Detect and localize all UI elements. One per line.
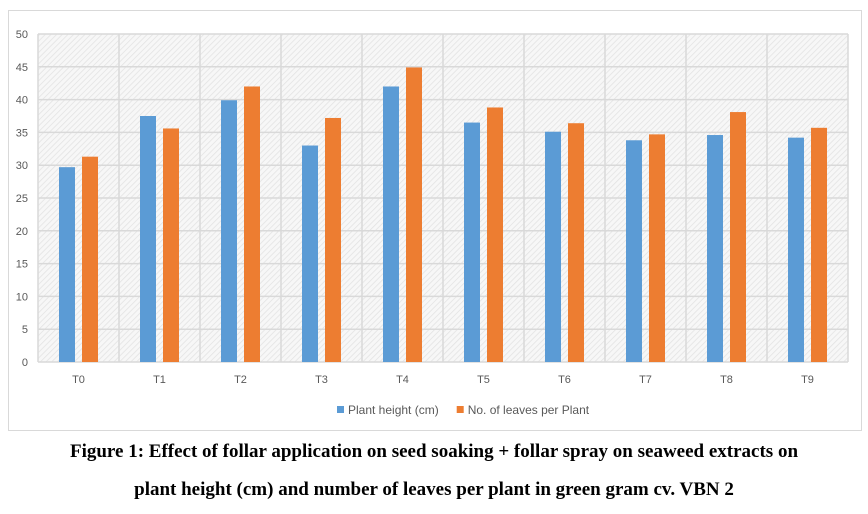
bar-leaves-T9 (811, 127, 827, 362)
bar-plant-height-T9 (788, 137, 804, 362)
x-tick-label: T5 (477, 374, 490, 386)
figure-caption-line-1: Figure 1: Effect of follar application o… (69, 441, 799, 462)
x-tick-label: T2 (234, 374, 247, 386)
x-tick-label: T3 (315, 374, 328, 386)
bar-plant-height-T1 (140, 116, 156, 362)
legend-swatch (337, 406, 344, 413)
y-tick-label: 25 (16, 193, 28, 205)
bar-leaves-T2 (244, 86, 260, 362)
bar-leaves-T7 (649, 134, 665, 362)
bar-plant-height-T3 (302, 145, 318, 362)
bar-plant-height-T6 (545, 131, 561, 362)
y-tick-label: 5 (22, 324, 28, 336)
y-tick-label: 40 (16, 95, 28, 107)
figure-caption-line-2: plant height (cm) and number of leaves p… (134, 479, 734, 500)
bar-plant-height-T5 (464, 122, 480, 362)
x-tick-label: T6 (558, 374, 571, 386)
bar-leaves-T3 (325, 117, 341, 362)
y-tick-label: 10 (16, 291, 28, 303)
bar-leaves-T5 (487, 107, 503, 362)
x-tick-label: T9 (801, 374, 814, 386)
legend-swatch (456, 406, 464, 413)
bar-plant-height-T0 (59, 167, 75, 362)
bar-plant-height-T7 (626, 140, 642, 362)
y-tick-label: 50 (16, 29, 28, 41)
legend-label: No. of leaves per Plant (468, 403, 590, 417)
bar-plant-height-T4 (383, 86, 399, 362)
x-tick-label: T1 (153, 374, 166, 386)
bar-plant-height-T2 (221, 100, 237, 363)
y-tick-label: 30 (16, 160, 28, 172)
y-tick-label: 35 (16, 127, 28, 139)
legend-label: Plant height (cm) (348, 403, 439, 417)
y-tick-label: 15 (16, 259, 28, 271)
x-tick-label: T8 (720, 374, 733, 386)
bar-leaves-T6 (568, 123, 584, 362)
bar-leaves-T8 (730, 112, 746, 363)
x-tick-label: T4 (396, 374, 409, 386)
y-tick-label: 45 (16, 62, 28, 74)
y-tick-label: 0 (22, 357, 28, 369)
x-tick-label: T7 (639, 374, 652, 386)
bar-leaves-T0 (82, 156, 98, 362)
bar-leaves-T4 (406, 67, 422, 363)
bar-plant-height-T8 (707, 135, 723, 362)
bar-chart: 0 5 10 15 20 25 30 35 40 45 50 T0 T1 T2 T3 T4 T5 T6 T7 T8 T… (8, 10, 862, 431)
y-tick-label: 20 (16, 226, 28, 238)
bar-leaves-T1 (163, 128, 179, 362)
x-tick-label: T0 (72, 374, 85, 386)
